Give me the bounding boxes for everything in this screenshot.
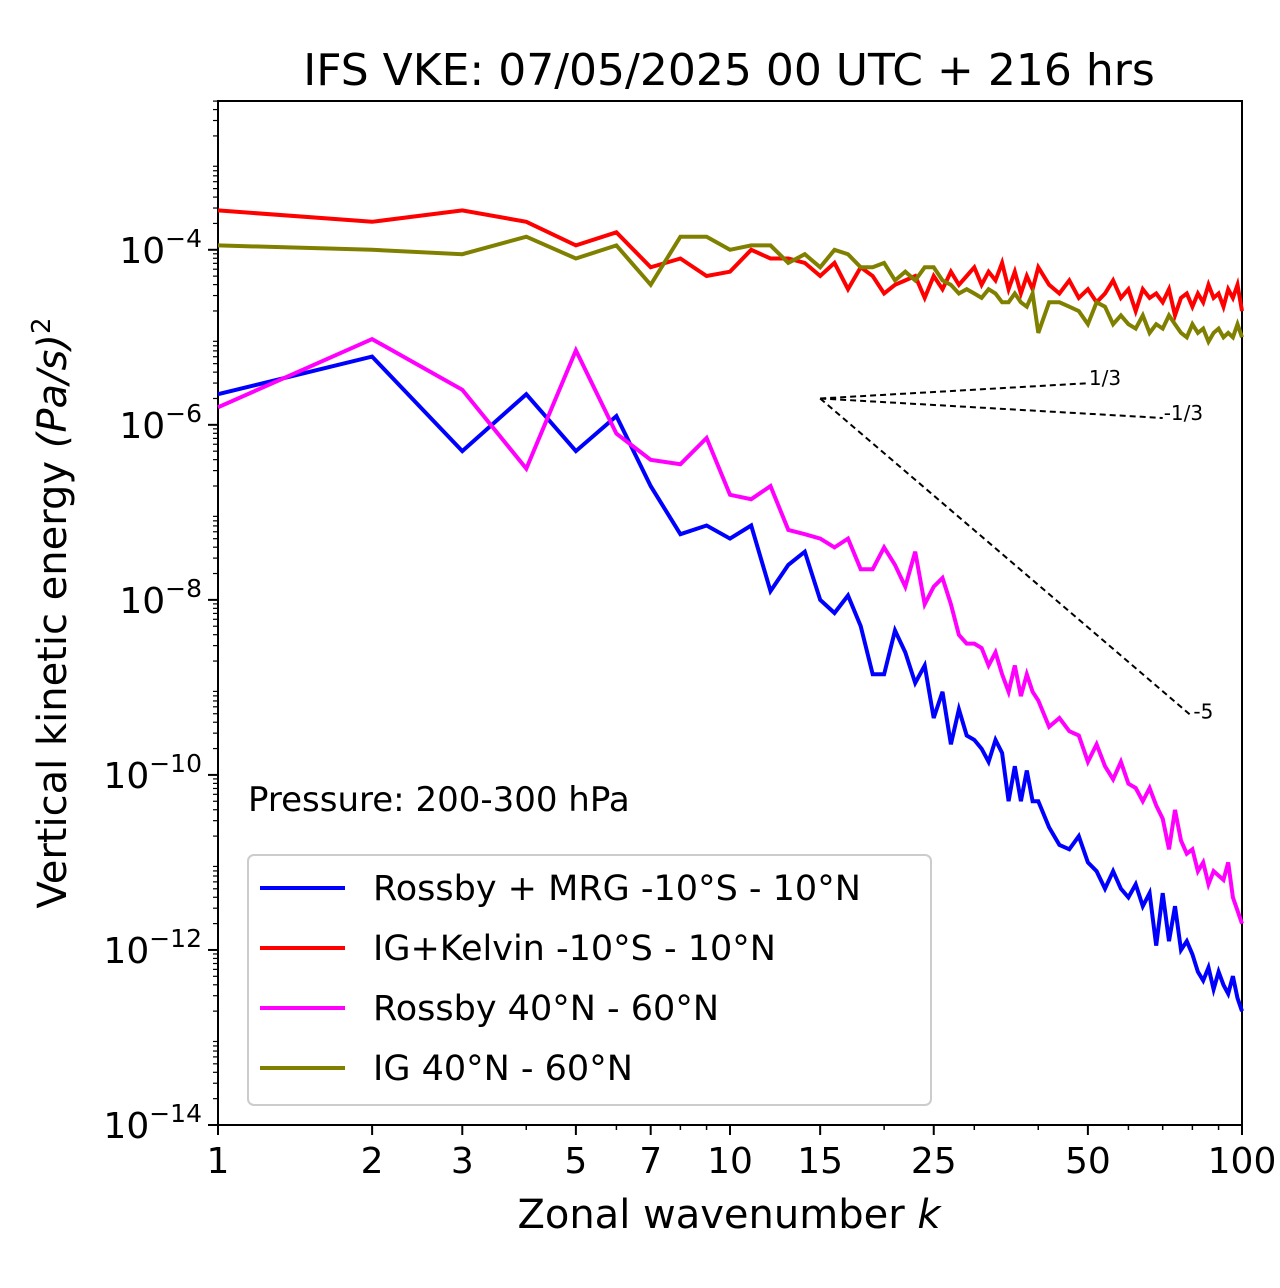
reference-slopes: 1/3 -1/3 -5 <box>819 366 1213 724</box>
y-tick-label: 10−14 <box>103 1099 202 1147</box>
x-axis-ticks: 1 2 3 5 7 10 15 25 50 100 <box>207 1125 1277 1182</box>
y-tick-label: 10−12 <box>103 924 202 972</box>
x-tick-label: 25 <box>911 1141 957 1182</box>
legend-label-0: Rossby + MRG -10°S - 10°N <box>373 869 861 909</box>
x-tick-label: 5 <box>564 1141 587 1182</box>
reference-line-0 <box>820 382 1088 400</box>
reference-label-2: -5 <box>1193 700 1213 724</box>
series-layer <box>217 208 1244 1012</box>
x-axis-label-spacer <box>905 1192 918 1238</box>
x-axis-label-variable: k <box>917 1192 942 1238</box>
y-tick-label: 10−6 <box>119 399 202 447</box>
y-axis-label-exponent: 2 <box>27 318 57 335</box>
legend-label-1: IG+Kelvin -10°S - 10°N <box>373 929 776 969</box>
chart-title: IFS VKE: 07/05/2025 00 UTC + 216 hrs <box>303 45 1155 96</box>
x-tick-label: 100 <box>1208 1141 1277 1182</box>
y-axis-label-spacer <box>30 448 76 461</box>
reference-line-1 <box>820 397 1163 419</box>
series-line-3 <box>217 234 1244 347</box>
y-axis-ticks: 10−14 10−12 10−10 10−8 10−6 10−4 <box>103 100 218 1147</box>
legend-label-3: IG 40°N - 60°N <box>373 1049 633 1089</box>
reference-label-1: -1/3 <box>1164 401 1203 425</box>
series-line-1 <box>217 208 1244 323</box>
y-tick-label: 10−10 <box>103 749 202 797</box>
legend: Rossby + MRG -10°S - 10°N IG+Kelvin -10°S… <box>247 854 932 1106</box>
x-tick-label: 10 <box>707 1141 753 1182</box>
reference-line-2 <box>819 397 1194 718</box>
x-tick-label: 2 <box>361 1141 384 1182</box>
x-tick-label: 3 <box>451 1141 474 1182</box>
y-axis-label-unit: (Pa/s) <box>30 334 76 448</box>
y-axis-label: Vertical kinetic energy (Pa/s)2 <box>27 318 76 909</box>
y-tick-label: 10−8 <box>119 574 202 622</box>
series-line-2 <box>217 336 1244 925</box>
x-axis-label-text: Zonal wavenumber <box>517 1192 905 1238</box>
x-tick-label: 15 <box>797 1141 843 1182</box>
x-tick-label: 1 <box>207 1141 230 1182</box>
x-tick-label: 50 <box>1065 1141 1111 1182</box>
legend-frame <box>247 854 932 1106</box>
y-axis-label-text: Vertical kinetic energy <box>30 461 76 909</box>
x-tick-label: 7 <box>639 1141 662 1182</box>
pressure-annotation: Pressure: 200-300 hPa <box>248 780 630 820</box>
x-axis-label: Zonal wavenumber k <box>517 1192 942 1238</box>
reference-label-0: 1/3 <box>1089 366 1121 390</box>
series-line-0 <box>217 354 1244 1012</box>
y-tick-label: 10−4 <box>119 224 202 272</box>
legend-label-2: Rossby 40°N - 60°N <box>373 989 719 1029</box>
